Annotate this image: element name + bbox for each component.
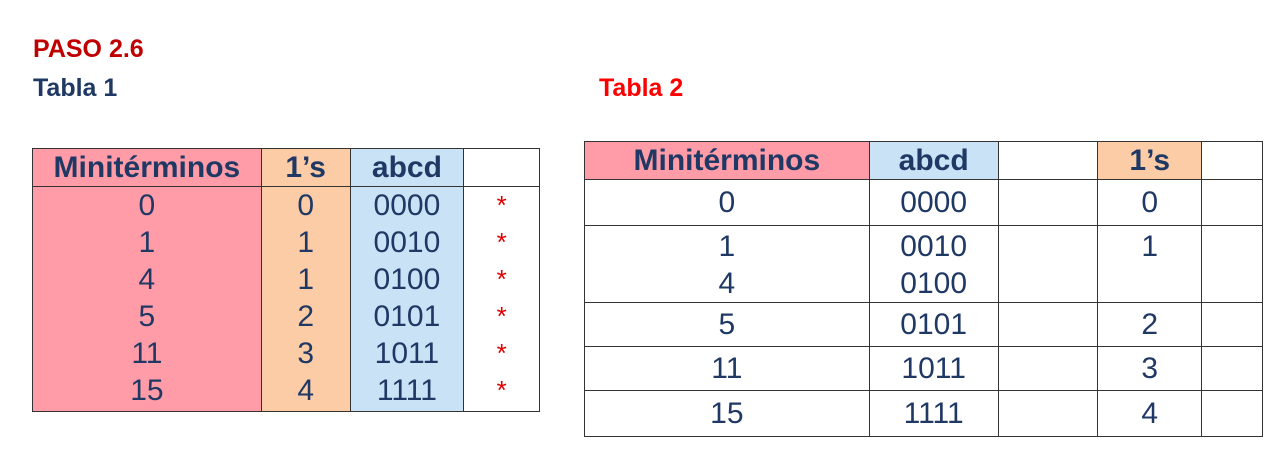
cell-minterm: 11 xyxy=(32,335,262,372)
cell-minterm: 0 xyxy=(584,179,870,226)
cell-ones: 0 xyxy=(260,186,351,224)
table-row: 1 1 0010 * xyxy=(32,224,540,261)
table-row: 15 1111 4 xyxy=(584,390,1263,437)
cell-blank xyxy=(997,225,1099,303)
table-row: 0 0000 0 xyxy=(584,179,1263,226)
header-minterms: Minitérminos xyxy=(32,148,262,187)
cell-blank xyxy=(1201,390,1263,437)
cell-abcd: 0100 xyxy=(349,261,465,298)
table-row: 1 4 0010 0100 1 xyxy=(584,225,1263,303)
header-minterms: Minitérminos xyxy=(584,141,870,180)
cell-minterm: 11 xyxy=(584,346,870,391)
cell-abcd: 1011 xyxy=(349,335,465,372)
cell-blank xyxy=(1201,346,1263,391)
cell-minterm: 4 xyxy=(32,261,262,298)
table-row: 11 3 1011 * xyxy=(32,335,540,372)
cell-mark: * xyxy=(463,224,540,261)
cell-blank xyxy=(997,390,1099,437)
table2: Minitérminos abcd 1’s 0 0000 0 1 4 0010 … xyxy=(584,141,1263,437)
cell-blank xyxy=(1201,225,1263,303)
cell-mark: * xyxy=(463,372,540,412)
cell-ones: 4 xyxy=(1097,390,1203,437)
cell-blank xyxy=(997,179,1099,226)
table-row: 11 1011 3 xyxy=(584,346,1263,391)
header-abcd: abcd xyxy=(868,141,999,180)
cell-mark: * xyxy=(463,298,540,335)
table2-title: Tabla 2 xyxy=(599,74,684,102)
table-row: 4 1 0100 * xyxy=(32,261,540,298)
minterm-value: 4 xyxy=(718,267,736,300)
table-row: 15 4 1111 * xyxy=(32,372,540,412)
abcd-value: 0010 xyxy=(900,230,968,263)
cell-blank xyxy=(1201,179,1263,226)
cell-ones: 0 xyxy=(1097,179,1203,226)
cell-mark: * xyxy=(463,335,540,372)
table-row: 5 0101 2 xyxy=(584,302,1263,347)
cell-ones: 3 xyxy=(1097,346,1203,391)
table1: Minitérminos 1’s abcd 0 0 0000 * 1 1 001… xyxy=(32,148,540,412)
cell-blank xyxy=(997,346,1099,391)
cell-abcd: 0010 xyxy=(349,224,465,261)
header-mark xyxy=(463,148,540,187)
header-blank xyxy=(1201,141,1263,180)
cell-minterm: 15 xyxy=(584,390,870,437)
header-blank xyxy=(997,141,1099,180)
cell-minterm: 15 xyxy=(32,372,262,412)
cell-abcd: 1111 xyxy=(349,372,465,412)
cell-ones: 1 xyxy=(260,261,351,298)
table2-header-row: Minitérminos abcd 1’s xyxy=(584,141,1263,180)
cell-ones: 1 xyxy=(260,224,351,261)
cell-ones: 2 xyxy=(1097,302,1203,347)
cell-minterm: 5 xyxy=(584,302,870,347)
cell-minterm: 0 xyxy=(32,186,262,224)
minterm-value: 1 xyxy=(718,230,736,263)
cell-abcd: 0000 xyxy=(349,186,465,224)
cell-abcd: 1111 xyxy=(868,390,999,437)
cell-mark: * xyxy=(463,261,540,298)
cell-abcd: 1011 xyxy=(868,346,999,391)
cell-blank xyxy=(1201,302,1263,347)
header-ones: 1’s xyxy=(260,148,351,187)
cell-mark: * xyxy=(463,186,540,224)
table-row: 5 2 0101 * xyxy=(32,298,540,335)
table1-title: Tabla 1 xyxy=(33,74,118,102)
cell-ones: 1 xyxy=(1097,225,1203,303)
table1-header-row: Minitérminos 1’s abcd xyxy=(32,148,540,187)
cell-blank xyxy=(997,302,1099,347)
header-abcd: abcd xyxy=(349,148,465,187)
cell-minterm: 1 4 xyxy=(584,225,870,303)
cell-minterm: 5 xyxy=(32,298,262,335)
cell-abcd: 0000 xyxy=(868,179,999,226)
cell-ones: 4 xyxy=(260,372,351,412)
cell-abcd: 0101 xyxy=(349,298,465,335)
cell-abcd: 0010 0100 xyxy=(868,225,999,303)
cell-ones: 2 xyxy=(260,298,351,335)
abcd-value: 0100 xyxy=(900,267,968,300)
cell-ones: 3 xyxy=(260,335,351,372)
step-heading: PASO 2.6 xyxy=(33,35,144,63)
table-row: 0 0 0000 * xyxy=(32,186,540,224)
cell-minterm: 1 xyxy=(32,224,262,261)
ones-value: 1 xyxy=(1141,230,1159,263)
header-ones: 1’s xyxy=(1097,141,1203,180)
cell-abcd: 0101 xyxy=(868,302,999,347)
